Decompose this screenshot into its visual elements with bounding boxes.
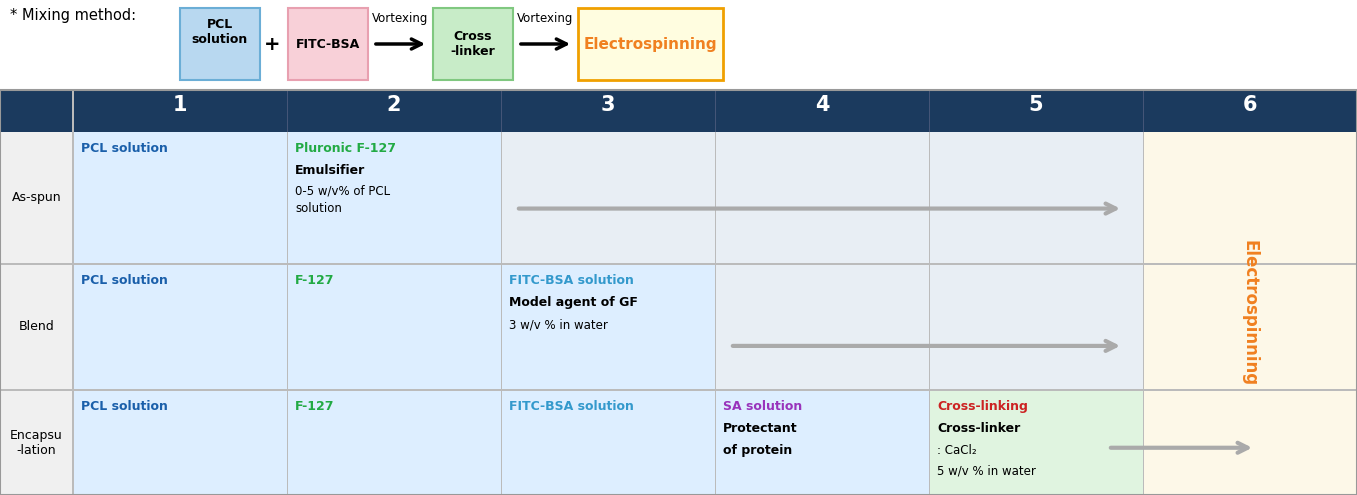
Bar <box>180 8 261 80</box>
Bar <box>288 8 368 80</box>
Text: 4: 4 <box>814 95 829 115</box>
Bar <box>0 494 1357 495</box>
Bar <box>0 90 1357 132</box>
Text: Emulsifier: Emulsifier <box>294 164 365 177</box>
Bar <box>0 264 73 390</box>
Bar <box>1143 132 1357 264</box>
Text: PCL solution: PCL solution <box>81 400 168 413</box>
Bar <box>578 8 723 80</box>
Text: F-127: F-127 <box>294 274 334 287</box>
Text: 5 w/v % in water: 5 w/v % in water <box>936 464 1035 477</box>
Text: Vortexing: Vortexing <box>372 12 429 25</box>
Bar <box>433 8 513 80</box>
Text: Cross
-linker: Cross -linker <box>451 30 495 58</box>
Text: * Mixing method:: * Mixing method: <box>9 8 136 23</box>
Text: Encapsu
-lation: Encapsu -lation <box>9 429 62 456</box>
Text: : CaCl₂: : CaCl₂ <box>936 444 977 457</box>
Bar <box>0 263 1357 265</box>
Bar <box>73 264 1143 390</box>
Bar <box>73 132 1143 264</box>
Text: Vortexing: Vortexing <box>517 12 574 25</box>
Text: SA solution: SA solution <box>723 400 802 413</box>
Text: of protein: of protein <box>723 444 792 457</box>
Text: PCL solution: PCL solution <box>81 142 168 155</box>
Text: Cross-linker: Cross-linker <box>936 422 1020 435</box>
Text: +: + <box>263 35 281 53</box>
Text: FITC-BSA solution: FITC-BSA solution <box>509 400 634 413</box>
Text: 5: 5 <box>1029 95 1044 115</box>
Text: FITC-BSA solution: FITC-BSA solution <box>509 274 634 287</box>
Text: 0-5 w/v% of PCL: 0-5 w/v% of PCL <box>294 184 389 197</box>
Bar <box>1143 264 1357 390</box>
Text: 2: 2 <box>387 95 402 115</box>
Text: Pluronic F-127: Pluronic F-127 <box>294 142 396 155</box>
Text: PCL
solution: PCL solution <box>191 18 248 46</box>
Bar <box>1143 390 1357 495</box>
Text: Protectant: Protectant <box>723 422 798 435</box>
Text: Blend: Blend <box>19 320 54 334</box>
Bar <box>0 0 1357 90</box>
Text: Model agent of GF: Model agent of GF <box>509 296 638 309</box>
Text: 6: 6 <box>1243 95 1257 115</box>
Bar <box>72 90 75 495</box>
Text: 3: 3 <box>601 95 615 115</box>
Text: PCL solution: PCL solution <box>81 274 168 287</box>
Text: Cross-linking: Cross-linking <box>936 400 1027 413</box>
Text: 1: 1 <box>172 95 187 115</box>
Text: FITC-BSA: FITC-BSA <box>296 38 360 50</box>
Bar <box>0 132 73 264</box>
Bar <box>930 390 1143 495</box>
Text: F-127: F-127 <box>294 400 334 413</box>
Text: 3 w/v % in water: 3 w/v % in water <box>509 318 608 331</box>
Bar <box>0 390 73 495</box>
Bar <box>0 389 1357 391</box>
Text: Electrospinning: Electrospinning <box>584 37 718 51</box>
Bar <box>73 390 1143 495</box>
Bar <box>0 90 1357 495</box>
Text: solution: solution <box>294 202 342 215</box>
Text: Electrospinning: Electrospinning <box>1242 241 1259 387</box>
Bar <box>501 132 1143 264</box>
Bar <box>715 264 1143 390</box>
Bar <box>0 90 1357 495</box>
Text: As-spun: As-spun <box>12 192 61 204</box>
